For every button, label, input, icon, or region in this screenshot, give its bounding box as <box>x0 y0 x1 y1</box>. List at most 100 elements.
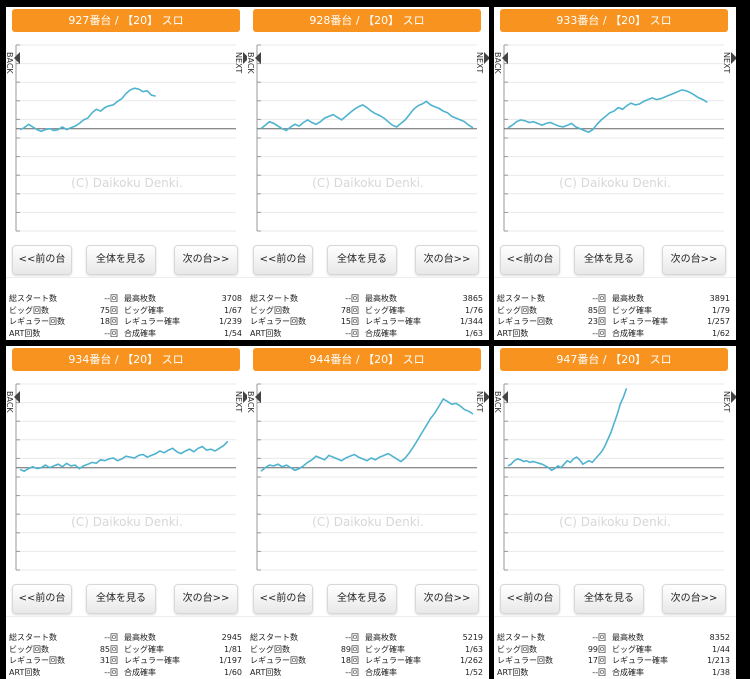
stat-label: レギュラー回数 <box>250 317 306 326</box>
payout-series-line <box>507 388 628 472</box>
left-arrow-icon <box>502 391 508 403</box>
watermark: (C) Daikoku Denki. <box>71 515 183 529</box>
prev-machine-button[interactable]: <<前の台 <box>253 245 313 275</box>
stat-value: --回 <box>104 328 118 338</box>
watermark: (C) Daikoku Denki. <box>559 515 671 529</box>
next-link[interactable]: NEXT <box>475 391 489 412</box>
stat-value: 3865 <box>462 294 483 303</box>
stat-label: 合成確率 <box>612 667 644 677</box>
stat-value: --回 <box>592 667 606 677</box>
left-arrow-icon <box>255 391 261 403</box>
payout-series-line <box>19 440 229 473</box>
stat-value: 3708 <box>221 294 242 303</box>
stats-row: ART回数 --回 合成確率 1/60 <box>6 667 248 679</box>
back-link[interactable]: BACK <box>494 52 508 74</box>
payout-chart: (C) Daikoku Denki. <box>256 44 477 232</box>
payout-chart: (C) Daikoku Denki. <box>503 44 724 232</box>
next-machine-button[interactable]: 次の台>> <box>415 245 479 275</box>
stat-value: 1/76 <box>465 305 483 315</box>
stat-value: --回 <box>104 294 118 303</box>
next-label: NEXT <box>722 52 731 74</box>
right-arrow-icon <box>731 391 736 403</box>
next-machine-button[interactable]: 次の台>> <box>662 245 726 275</box>
watermark: (C) Daikoku Denki. <box>559 176 671 190</box>
next-machine-button[interactable]: 次の台>> <box>662 584 726 614</box>
stat-label: ビッグ回数 <box>497 305 537 315</box>
divider <box>494 277 736 278</box>
stat-value: 1/54 <box>224 328 242 338</box>
next-link[interactable]: NEXT <box>722 52 736 73</box>
stat-value: 1/197 <box>218 656 242 665</box>
stat-label: レギュラー確率 <box>124 656 180 665</box>
next-machine-button[interactable]: 次の台>> <box>415 584 479 614</box>
left-arrow-icon <box>255 52 261 64</box>
back-link[interactable]: BACK <box>6 391 20 413</box>
stat-value: 78回 <box>340 305 359 315</box>
machine-title-bar: 933番台 / 【20】 スロ <box>500 9 728 32</box>
back-link[interactable]: BACK <box>6 52 20 74</box>
machine-panel: 947番台 / 【20】 スロ (C) Daikoku Denki. BACK … <box>494 346 736 679</box>
stat-value: 17回 <box>587 656 606 665</box>
next-label: NEXT <box>234 391 243 413</box>
payout-chart: (C) Daikoku Denki. <box>503 383 724 571</box>
prev-machine-button[interactable]: <<前の台 <box>12 245 72 275</box>
nav-buttons: <<前の台 全体を見る 次の台>> <box>6 584 248 614</box>
stat-value: 18回 <box>340 656 359 665</box>
stat-label: レギュラー回数 <box>497 317 553 326</box>
payout-series-line <box>260 100 474 132</box>
stat-value: 1/63 <box>465 328 483 338</box>
view-all-button[interactable]: 全体を見る <box>574 245 644 275</box>
stat-label: 総スタート数 <box>250 633 298 642</box>
machine-title-bar: 944番台 / 【20】 スロ <box>253 348 481 371</box>
stats-row: ビッグ回数 85回 ビッグ確率 1/81 <box>6 644 248 656</box>
stat-label: ART回数 <box>9 667 41 677</box>
stat-value: --回 <box>104 633 118 642</box>
stat-value: 85回 <box>587 305 606 315</box>
stats-row: 総スタート数 --回 最高枚数 3865 <box>247 293 489 305</box>
stats-table: 総スタート数 --回 最高枚数 3891 ビッグ回数 85回 ビッグ確率 1/7… <box>494 293 736 339</box>
next-link[interactable]: NEXT <box>722 391 736 412</box>
stat-label: 最高枚数 <box>365 294 397 303</box>
machine-panel: 944番台 / 【20】 スロ (C) Daikoku Denki. BACK … <box>247 346 489 679</box>
stat-value: 89回 <box>340 644 359 654</box>
prev-machine-button[interactable]: <<前の台 <box>500 584 560 614</box>
stat-label: 総スタート数 <box>497 633 545 642</box>
view-all-button[interactable]: 全体を見る <box>327 245 397 275</box>
stat-label: ビッグ確率 <box>124 644 164 654</box>
back-link[interactable]: BACK <box>247 391 261 413</box>
view-all-button[interactable]: 全体を見る <box>574 584 644 614</box>
stats-row: ビッグ回数 78回 ビッグ確率 1/76 <box>247 305 489 317</box>
stat-value: 18回 <box>99 317 118 326</box>
nav-buttons: <<前の台 全体を見る 次の台>> <box>6 245 248 275</box>
stat-value: 1/63 <box>465 644 483 654</box>
stats-row: ビッグ回数 85回 ビッグ確率 1/79 <box>494 305 736 317</box>
stat-label: レギュラー確率 <box>612 317 668 326</box>
next-machine-button[interactable]: 次の台>> <box>174 584 238 614</box>
back-label: BACK <box>6 52 14 74</box>
next-link[interactable]: NEXT <box>234 391 248 412</box>
view-all-button[interactable]: 全体を見る <box>327 584 397 614</box>
stat-label: レギュラー確率 <box>365 656 421 665</box>
prev-machine-button[interactable]: <<前の台 <box>500 245 560 275</box>
stat-value: 1/344 <box>459 317 483 326</box>
prev-machine-button[interactable]: <<前の台 <box>12 584 72 614</box>
next-link[interactable]: NEXT <box>475 52 489 73</box>
view-all-button[interactable]: 全体を見る <box>86 584 156 614</box>
stats-row: ビッグ回数 99回 ビッグ確率 1/44 <box>494 644 736 656</box>
next-machine-button[interactable]: 次の台>> <box>174 245 238 275</box>
stat-label: 最高枚数 <box>612 633 644 642</box>
stats-row: ART回数 --回 合成確率 1/52 <box>247 667 489 679</box>
stat-value: 75回 <box>99 305 118 315</box>
stat-value: 31回 <box>99 656 118 665</box>
stats-row: ART回数 --回 合成確率 1/54 <box>6 328 248 340</box>
stat-label: ビッグ回数 <box>250 644 290 654</box>
back-link[interactable]: BACK <box>247 52 261 74</box>
stat-label: レギュラー回数 <box>497 656 553 665</box>
divider <box>247 616 489 617</box>
prev-machine-button[interactable]: <<前の台 <box>253 584 313 614</box>
view-all-button[interactable]: 全体を見る <box>86 245 156 275</box>
stat-label: 合成確率 <box>124 328 156 338</box>
next-link[interactable]: NEXT <box>234 52 248 73</box>
back-link[interactable]: BACK <box>494 391 508 413</box>
next-label: NEXT <box>475 391 484 413</box>
